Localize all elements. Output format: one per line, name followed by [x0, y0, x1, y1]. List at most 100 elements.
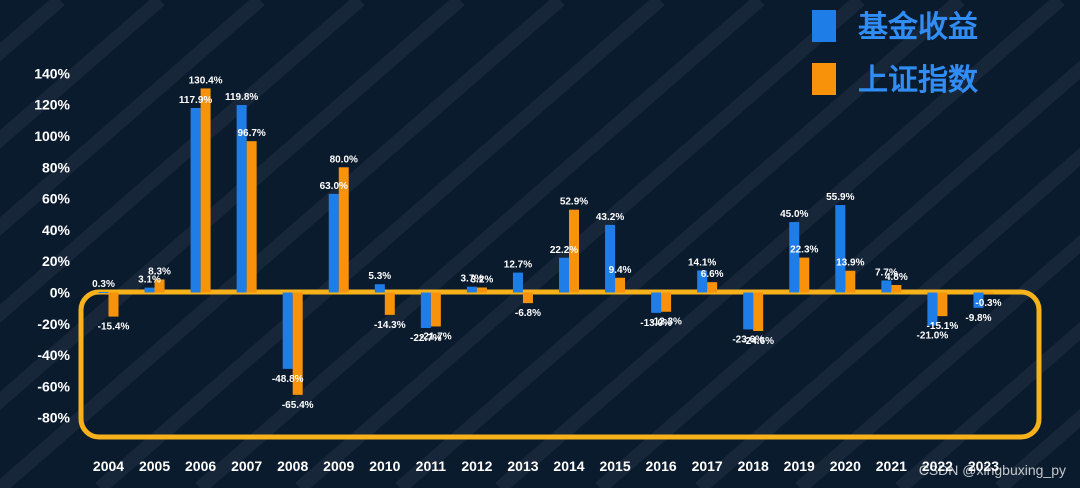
sse-index-data-label: 52.9%: [560, 197, 588, 208]
legend-swatch-fund-return: [812, 10, 836, 42]
fund-return-data-label: 12.7%: [504, 260, 532, 271]
fund-return-data-label: -22.7%: [410, 333, 442, 344]
background-stripe: [0, 0, 465, 411]
fund-return-data-label: 0.3%: [92, 279, 115, 290]
x-tick-label: 2018: [738, 458, 769, 474]
background-stripe: [195, 0, 765, 488]
fund-return-bar: [374, 284, 385, 293]
fund-return-bar: [559, 257, 569, 293]
sse-index-bar: [707, 282, 718, 293]
x-tick-label: 2011: [416, 458, 447, 474]
sse-index-bar: [569, 209, 579, 293]
background-stripe: [0, 0, 165, 149]
fund-return-data-label: -13.0%: [640, 318, 672, 329]
background-stripe: [895, 321, 1080, 488]
background-stripe: [695, 147, 1080, 488]
background-stripe: [595, 60, 1080, 488]
x-tick-label: 2012: [461, 458, 492, 474]
x-tick-label: 2004: [93, 458, 124, 474]
background-stripe: [795, 234, 1080, 488]
x-tick-label: 2020: [830, 458, 861, 474]
bars: [98, 88, 994, 395]
sse-index-bar: [154, 279, 165, 293]
watermark-text: CSDN @xingbuxing_py: [919, 462, 1066, 478]
fund-return-data-label: -23.6%: [732, 334, 764, 345]
x-tick-label: 2022: [922, 458, 953, 474]
x-tick-label: 2023: [968, 458, 999, 474]
legend-label-fund-return: 基金收益: [858, 10, 978, 44]
fund-return-data-label: 3.7%: [461, 274, 484, 285]
x-tick-label: 2006: [185, 458, 216, 474]
x-tick-label: 2015: [599, 458, 630, 474]
sse-index-bar: [615, 277, 626, 293]
x-tick-label: 2008: [277, 458, 308, 474]
y-tick-label: 60%: [42, 191, 71, 207]
y-tick-label: 40%: [42, 222, 71, 238]
y-tick-label: 120%: [34, 97, 70, 113]
sse-index-data-label: 6.6%: [701, 269, 724, 280]
sse-index-data-label: -0.3%: [975, 298, 1001, 309]
fund-return-bar: [466, 286, 477, 293]
sse-index-data-label: 4.8%: [885, 272, 908, 283]
fund-return-data-label: 63.0%: [320, 181, 348, 192]
sse-index-bar: [891, 284, 902, 293]
sse-index-data-label: 96.7%: [237, 128, 265, 139]
sse-index-bar: [937, 292, 948, 317]
sse-index-data-label: 8.3%: [148, 267, 171, 278]
y-tick-label: 140%: [34, 65, 70, 81]
y-tick-label: 0%: [50, 285, 71, 301]
y-tick-label: -20%: [37, 316, 70, 332]
sse-index-bar: [661, 292, 672, 312]
x-tick-label: 2013: [507, 458, 538, 474]
sse-index-bar: [292, 292, 303, 395]
x-tick-label: 2021: [876, 458, 907, 474]
x-tick-label: 2005: [139, 458, 170, 474]
x-tick-label: 2007: [231, 458, 262, 474]
fund-return-bar: [973, 292, 984, 308]
y-tick-label: 20%: [42, 253, 71, 269]
fund-return-data-label: 14.1%: [688, 257, 716, 268]
y-tick-label: -60%: [37, 378, 70, 394]
sse-index-data-label: -14.3%: [374, 320, 406, 331]
fund-return-data-label: 43.2%: [596, 212, 624, 223]
fund-return-bar: [190, 107, 201, 293]
sse-index-bar: [753, 292, 764, 331]
x-tick-label: 2014: [553, 458, 584, 474]
sse-index-data-label: 130.4%: [189, 75, 223, 86]
fund-return-bar: [927, 292, 938, 326]
fund-return-data-label: 5.3%: [368, 271, 391, 282]
y-tick-label: 100%: [34, 128, 70, 144]
sse-index-data-label: 80.0%: [330, 154, 358, 165]
fund-return-bar: [328, 193, 339, 293]
sse-index-bar: [476, 287, 487, 293]
fund-return-bar: [651, 292, 662, 313]
fund-return-data-label: 3.1%: [138, 275, 161, 286]
fund-return-bar: [835, 205, 846, 293]
y-tick-label: 80%: [42, 159, 71, 175]
fund-return-data-label: 117.9%: [179, 95, 212, 106]
y-tick-label: -80%: [37, 410, 70, 426]
fund-return-bar: [743, 292, 754, 330]
fund-return-data-label: -48.8%: [272, 374, 304, 385]
fund-return-bar: [98, 292, 109, 294]
sse-index-bar: [338, 167, 349, 293]
background-stripe: [0, 0, 265, 236]
x-tick-label: 2010: [369, 458, 400, 474]
fund-return-data-label: 119.8%: [225, 92, 258, 103]
sse-index-data-label: -24.6%: [742, 336, 774, 347]
fund-return-data-label: 55.9%: [826, 192, 854, 203]
sse-index-data-label: -12.3%: [650, 317, 682, 328]
sse-index-bar: [799, 257, 810, 293]
sse-index-data-label: -15.4%: [98, 322, 130, 333]
fund-return-data-label: 7.7%: [875, 267, 898, 278]
fund-return-bar: [697, 270, 708, 293]
sse-index-data-label: 22.3%: [790, 245, 818, 256]
x-tick-label: 2017: [692, 458, 723, 474]
legend-label-sse-index: 上证指数: [858, 64, 979, 97]
x-axis: 2004 2005 2006 2007 2008 2009 2010 2011 2012 2013…: [93, 458, 999, 474]
x-tick-label: 2009: [323, 458, 354, 474]
background-stripe: [95, 0, 665, 488]
sse-index-bar: [522, 292, 533, 304]
sse-index-data-label: 13.9%: [836, 258, 864, 269]
